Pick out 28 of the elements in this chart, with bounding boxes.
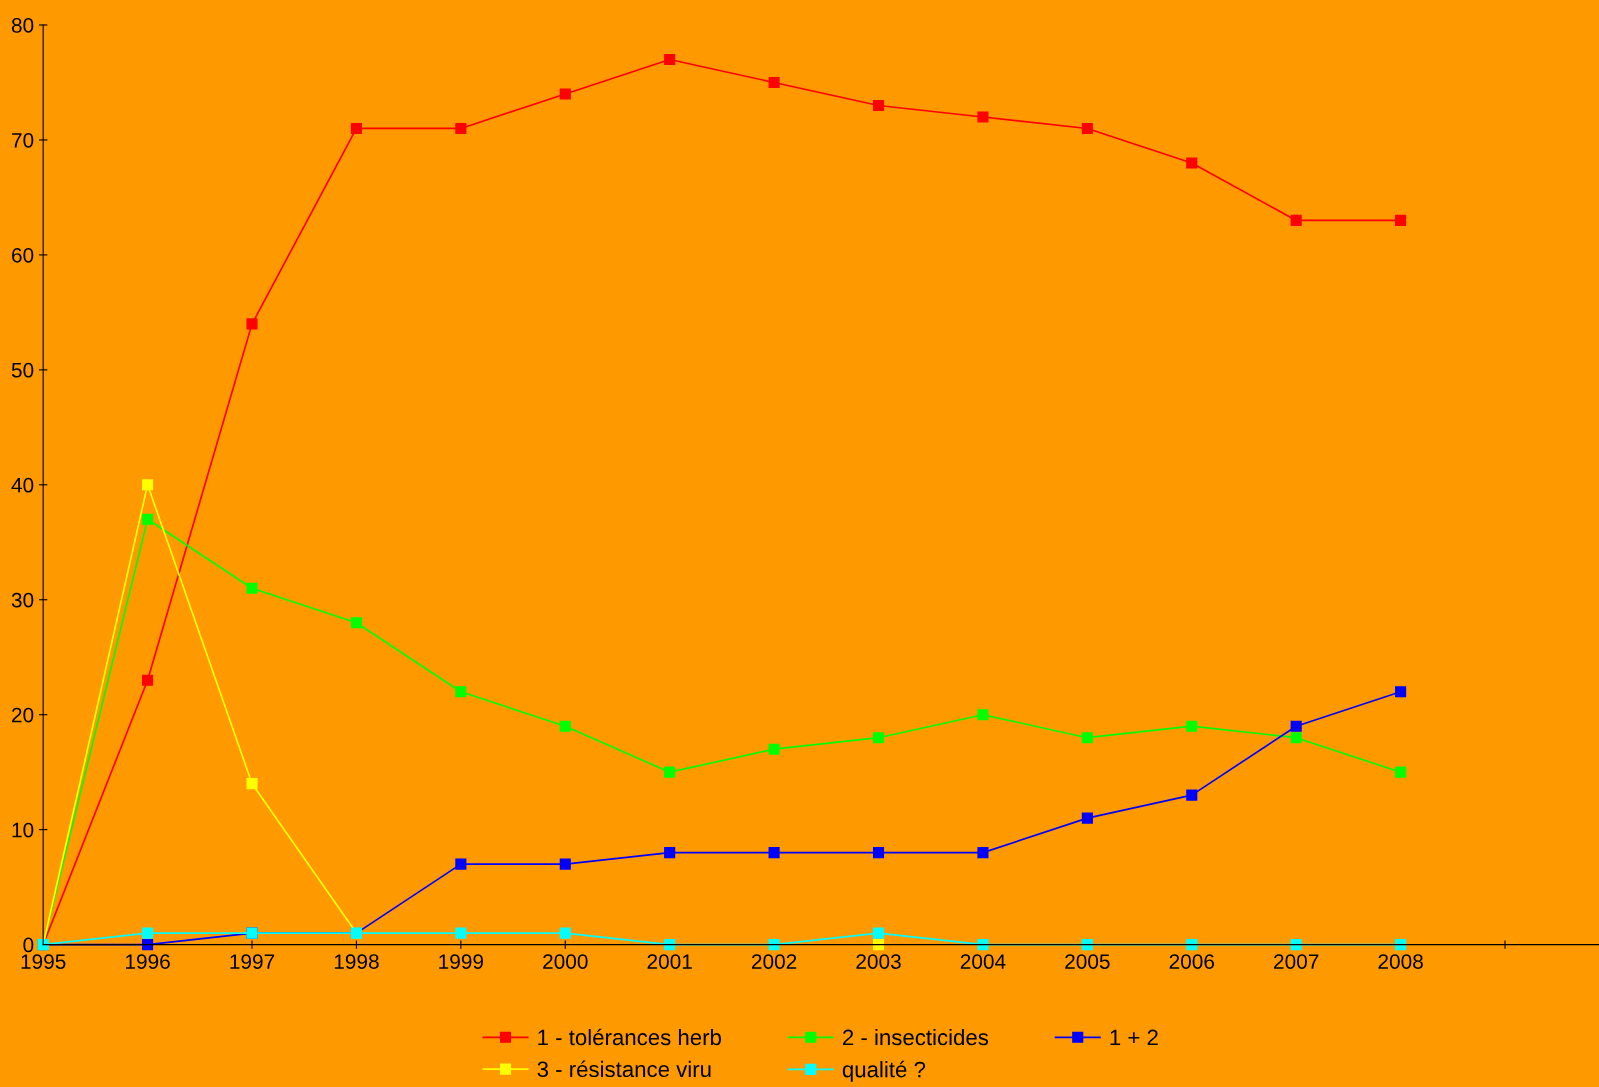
legend-label: 3 - résistance viru xyxy=(537,1060,711,1078)
x-tick-label: 1996 xyxy=(126,954,170,969)
x-tick-label: 2005 xyxy=(1065,954,1110,969)
x-tick-label: 1998 xyxy=(334,954,379,969)
x-tick-label: 2002 xyxy=(751,954,797,969)
y-tick-label: 50 xyxy=(11,362,34,378)
y-tick-label: 30 xyxy=(11,592,34,608)
x-tick-label: 2001 xyxy=(647,954,692,969)
y-tick-label: 0 xyxy=(23,937,34,953)
legend-label: 1 + 2 xyxy=(1110,1029,1158,1046)
x-tick-label: 1999 xyxy=(439,954,484,969)
x-tick-label: 2008 xyxy=(1378,954,1423,969)
y-tick-label: 60 xyxy=(12,247,34,263)
y-tick-label: 10 xyxy=(12,822,34,838)
y-tick-label: 20 xyxy=(12,707,34,723)
y-tick-label: 70 xyxy=(12,132,34,148)
x-tick-label: 2006 xyxy=(1169,954,1215,969)
x-tick-label: 2003 xyxy=(856,954,901,969)
x-tick-label: 1995 xyxy=(21,954,66,969)
x-tick-label: 2004 xyxy=(960,954,1006,969)
legend-label: qualité ? xyxy=(842,1060,926,1082)
x-tick-label: 2000 xyxy=(543,954,588,969)
x-tick-label: 2007 xyxy=(1274,954,1319,969)
x-tick-label: 1997 xyxy=(230,954,275,969)
y-tick-label: 40 xyxy=(11,477,34,493)
y-tick-label: 80 xyxy=(11,18,34,33)
legend-label: 2 - insecticides xyxy=(843,1028,989,1046)
legend-label: 1 - tolérances herb xyxy=(538,1028,721,1046)
